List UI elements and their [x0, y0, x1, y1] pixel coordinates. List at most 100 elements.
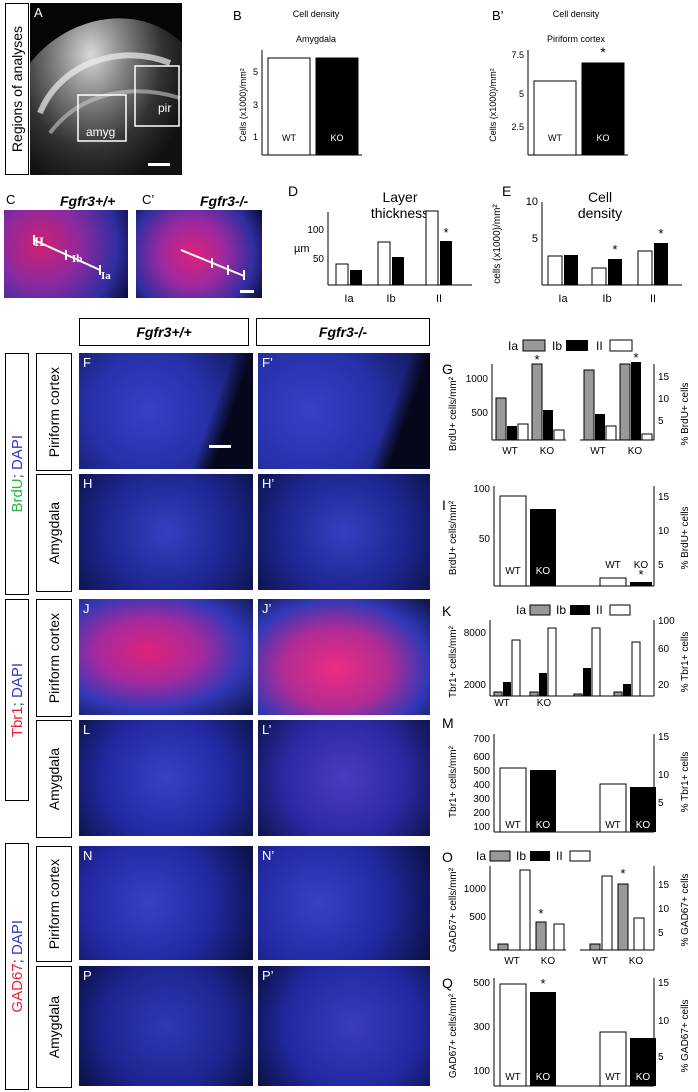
chart-q-label: Q — [442, 975, 453, 991]
pir-label: pir — [158, 101, 172, 115]
chart-bp-wt: WT — [548, 133, 562, 143]
chart-o-legend: Ib — [516, 849, 526, 863]
chart-e-title2: density — [578, 205, 622, 221]
chart-o-tick: 1000 — [464, 884, 487, 895]
chart-o-x: KO — [629, 956, 644, 967]
chart-e: E Cell density cells (x1000)/mm² 5 10 * … — [492, 183, 682, 305]
header-ko-text: Fgfr3-/- — [318, 324, 368, 340]
chart-o-legend: II — [556, 849, 563, 863]
chart-o: O Ia Ib II GAD67+ cells/mm² % GAD67+ cel… — [442, 849, 691, 967]
chart-m-tick: 100 — [473, 822, 490, 833]
chart-bp-star: * — [600, 44, 606, 60]
stain-brdu-text: BrdU; DAPI — [9, 435, 26, 513]
chart-q-tick: 10 — [658, 1016, 670, 1027]
chart-m-tick: 600 — [473, 752, 490, 763]
chart-g-tick: 1000 — [466, 374, 489, 385]
gad-word: GAD67 — [8, 963, 26, 1013]
chart-b-bar-ko — [315, 57, 359, 156]
chart-d-xlabel: Ia — [344, 293, 354, 305]
region-piriform-2: Piriform cortex — [36, 599, 72, 717]
chart-i-tick: 15 — [658, 492, 670, 503]
chart-k-legend: Ib — [556, 603, 566, 617]
chart-b-bar-wt — [267, 57, 311, 156]
chart-bp-tick: 7.5 — [511, 50, 524, 60]
c-Ib: Ib — [72, 253, 83, 265]
chart-bp: Cell density Piriform cortex Cells (x100… — [488, 9, 628, 156]
chart-b-title: Cell density — [293, 9, 340, 19]
chart-g-label: G — [442, 361, 453, 377]
chart-i-x: WT — [605, 560, 621, 571]
micro-j-label: J — [83, 601, 90, 616]
chart-q-tick: 100 — [473, 1066, 490, 1077]
micro-l: L — [79, 720, 253, 836]
chart-g-tick: 10 — [658, 394, 670, 405]
panel-bp-label: B’ — [492, 8, 504, 23]
region-amygdala-2: Amygdala — [36, 720, 72, 838]
micro-np: N’ — [258, 846, 430, 960]
chart-q-tick: 300 — [473, 1022, 490, 1033]
micro-j: J — [79, 599, 253, 715]
regions-label-box: Regions of analyses — [5, 3, 29, 175]
chart-m: M Tbr1+ cells/mm² % Tbr1+ cells 100 200 … — [442, 715, 691, 833]
chart-k-legend: Ia — [516, 603, 526, 617]
chart-m-tick: 700 — [473, 734, 490, 745]
micro-h: H — [79, 474, 253, 590]
chart-e-tick: 10 — [526, 196, 538, 208]
chart-i-tick: 5 — [658, 560, 664, 571]
micro-n: N — [79, 846, 253, 960]
chart-k-x: KO — [537, 698, 552, 709]
chart-d-xlabel: Ib — [386, 293, 395, 305]
chart-m-label: M — [442, 715, 454, 731]
chart-m-tick: 300 — [473, 794, 490, 805]
chart-e-label: E — [502, 183, 511, 199]
chart-q-x: WT — [505, 1072, 521, 1083]
chart-d-title2: thickness — [371, 205, 429, 221]
chart-o-label: O — [442, 849, 453, 865]
micro-pp: P’ — [258, 966, 430, 1086]
region-text: Amygdala — [46, 747, 62, 811]
chart-q-tick: 15 — [658, 978, 670, 989]
chart-i-tick: 10 — [658, 526, 670, 537]
chart-e-star: * — [658, 226, 663, 241]
chart-q-x: KO — [536, 1072, 551, 1083]
chart-e-xlabel: II — [650, 293, 656, 305]
chart-bp-ylabel: Cells (x1000)/mm² — [488, 68, 498, 142]
regions-label: Regions of analyses — [9, 25, 25, 153]
chart-i-star: * — [638, 567, 643, 582]
chart-q-x: WT — [605, 1072, 621, 1083]
chart-i: I BrdU+ cells/mm² % BrdU+ cells 50 100 5… — [442, 484, 691, 587]
chart-b-tick: 5 — [253, 67, 258, 77]
panel-c-label: C — [6, 192, 16, 207]
chart-i-ylabel-left: BrdU+ cells/mm² — [448, 500, 459, 575]
chart-m-ylabel-right: % Tbr1+ cells — [680, 752, 691, 813]
panel-cp-label: C’ — [142, 192, 155, 207]
chart-g-ylabel-left: BrdU+ cells/mm² — [448, 376, 459, 451]
chart-k-legend: II — [596, 603, 603, 617]
region-text: Piriform cortex — [46, 366, 62, 458]
chart-i-x: WT — [505, 566, 521, 577]
chart-m-tick: 10 — [658, 770, 670, 781]
chart-i-tick: 50 — [479, 534, 491, 545]
chart-d-tick: 50 — [313, 254, 325, 265]
chart-bp-subtitle: Piriform cortex — [547, 34, 606, 44]
chart-q: Q GAD67+ cells/mm² % GAD67+ cells 100 30… — [442, 975, 691, 1087]
stain-gad: GAD67; DAPI — [5, 843, 29, 1090]
header-wt-text: Fgfr3+/+ — [136, 324, 192, 340]
panel-b-label: B — [233, 8, 242, 23]
stain-tbr1: Tbr1; DAPI — [5, 599, 29, 801]
micro-hp-label: H’ — [262, 476, 275, 491]
chart-i-x: KO — [536, 566, 551, 577]
header-ko: Fgfr3-/- — [256, 318, 430, 346]
chart-o-ylabel-right: % GAD67+ cells — [680, 873, 691, 946]
chart-m-x: KO — [636, 820, 651, 831]
c-II: II — [34, 234, 45, 249]
chart-b-tick: 3 — [253, 100, 258, 110]
tbr1-dapi-word: ; DAPI — [8, 662, 26, 707]
chart-k-tick: 2000 — [464, 680, 487, 691]
chart-q-ylabel-left: GAD67+ cells/mm² — [448, 993, 459, 1078]
chart-o-tick: 5 — [658, 928, 664, 939]
chart-q-tick: 500 — [473, 978, 490, 989]
chart-m-tick: 200 — [473, 808, 490, 819]
chart-k-label: K — [442, 603, 452, 619]
chart-m-tick: 5 — [658, 798, 664, 809]
